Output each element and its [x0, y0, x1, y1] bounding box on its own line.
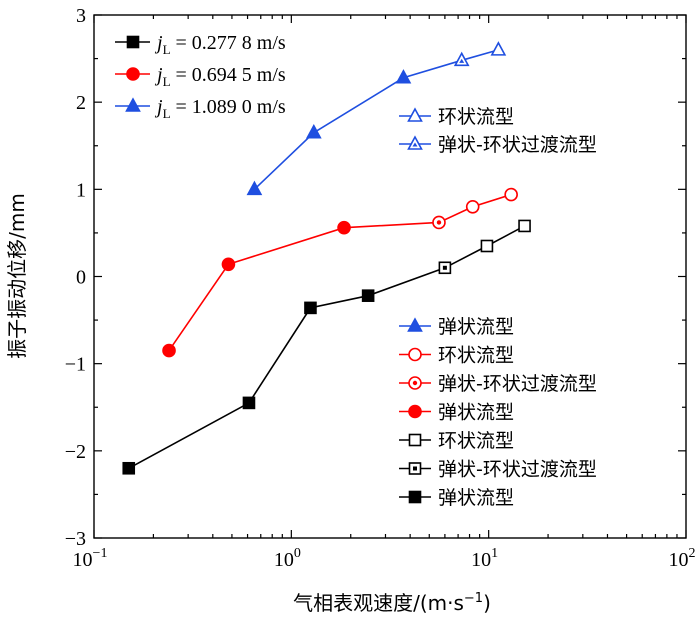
legend-marker — [126, 35, 140, 49]
legend-marker-dot — [413, 466, 417, 471]
y-tick-label: 1 — [76, 179, 86, 201]
legend-series-label: jL = 0.277 8 m/s — [154, 32, 286, 57]
y-tick-label: 0 — [76, 267, 86, 289]
legend-marker — [408, 433, 422, 447]
legend-regime-label: 弹状-环状过渡流型 — [438, 134, 597, 156]
legend-regime-label: 弹状流型 — [438, 402, 514, 424]
data-point — [122, 461, 136, 475]
data-point — [361, 289, 375, 302]
data-point-dot — [459, 58, 465, 63]
y-tick-label: −2 — [65, 441, 86, 463]
legend-marker — [408, 490, 422, 504]
series-2 — [246, 41, 507, 196]
legend-regime-label: 环状流型 — [438, 345, 514, 367]
legend-marker — [407, 107, 423, 122]
y-tick-label: −1 — [65, 354, 86, 376]
y-axis-label: 振子振动位移/mm — [5, 193, 29, 359]
legend-marker — [125, 97, 141, 112]
x-tick-label: 100 — [274, 546, 301, 571]
y-tick-label: 2 — [76, 92, 86, 114]
y-tick-label: −3 — [65, 528, 86, 550]
legend-marker-dot — [412, 142, 418, 147]
data-point — [480, 239, 494, 253]
legend-series-label: jL = 1.089 0 m/s — [154, 96, 286, 121]
legend-regime-label: 环状流型 — [438, 430, 514, 452]
x-tick-label: 10−1 — [73, 546, 108, 571]
series-1 — [162, 187, 518, 358]
data-point — [162, 343, 176, 358]
legend-marker-dot — [412, 380, 418, 386]
data-point-dot — [436, 220, 442, 225]
legend-marker — [408, 347, 422, 362]
axis-ticks: −3 −2 −1 0 1 2 3 10−1 100 101 102 — [65, 5, 696, 571]
data-point — [305, 123, 322, 139]
legend-regime-label: 环状流型 — [438, 106, 514, 128]
legend-series-label: jL = 0.694 5 m/s — [154, 64, 286, 89]
legend-marker — [407, 317, 423, 332]
legend-regime-label: 弹状流型 — [438, 487, 514, 509]
data-point — [465, 199, 480, 214]
legend-regime-label: 弹状流型 — [438, 316, 514, 338]
data-point — [242, 396, 256, 410]
data-point — [246, 180, 263, 196]
legend-marker — [408, 404, 422, 419]
legend-marker — [126, 67, 140, 81]
data-point — [490, 41, 507, 56]
data-point — [304, 301, 317, 315]
legend-regime-label: 弹状-环状过渡流型 — [438, 459, 597, 481]
data-point — [504, 187, 518, 202]
x-tick-label: 102 — [669, 546, 696, 571]
data-point-dot — [442, 265, 447, 270]
plot-frame — [93, 14, 687, 539]
legend-regime-label: 弹状-环状过渡流型 — [438, 373, 597, 395]
y-tick-label: 3 — [76, 5, 86, 27]
data-point — [337, 220, 351, 235]
series-layer — [122, 41, 531, 475]
x-tick-label: 101 — [471, 546, 498, 571]
series-0 — [122, 219, 531, 475]
legend-layer: jL = 0.277 8 m/s jL = 0.694 5 m/s jL = 1.0… — [115, 32, 597, 509]
data-point — [221, 257, 236, 272]
data-point — [518, 219, 531, 233]
data-point — [395, 69, 412, 84]
x-axis-label: 气相表观速度/(m·s−1) — [293, 591, 491, 615]
